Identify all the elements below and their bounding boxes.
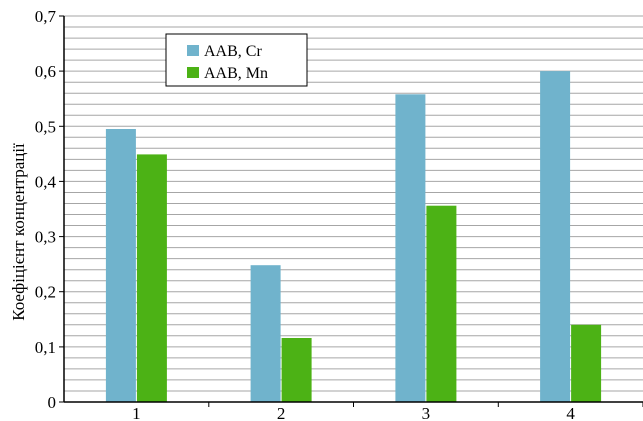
bar-aab-cr-1: [105, 129, 136, 402]
x-tick-labels: 1 2 3 4: [132, 404, 575, 421]
y-axis-label: Коефіцієнт концентрації: [9, 143, 28, 321]
x-tick-label: 1: [132, 404, 141, 421]
legend-swatch-aab-cr: [187, 45, 199, 56]
axes: [59, 15, 643, 407]
x-tick-label: 3: [422, 404, 431, 421]
y-tick-label: 0,3: [35, 228, 56, 247]
legend: ААВ, Cr ААВ, Mn: [165, 33, 308, 87]
bar-aab-cr-3: [395, 94, 426, 403]
bar-aab-mn-4: [571, 324, 602, 402]
y-tick-labels: 0 0,1 0,2 0,3 0,4 0,5 0,6 0,7: [35, 7, 57, 412]
y-tick-label: 0,2: [35, 283, 56, 302]
y-tick-label: 0: [48, 393, 57, 412]
legend-label-aab-mn: ААВ, Mn: [204, 65, 268, 82]
y-tick-label: 0,1: [35, 338, 56, 357]
y-tick-label: 0,6: [35, 62, 56, 81]
bar-aab-cr-2: [250, 265, 281, 402]
x-tick-label: 4: [566, 404, 575, 421]
bar-aab-mn-1: [136, 154, 167, 402]
y-tick-label: 0,4: [35, 172, 57, 191]
legend-swatch-aab-mn: [187, 67, 199, 78]
y-tick-label: 0,5: [35, 117, 56, 136]
y-tick-label: 0,7: [35, 7, 57, 26]
x-tick-label: 2: [277, 404, 286, 421]
bar-aab-mn-2: [281, 338, 312, 402]
bar-aab-cr-4: [540, 71, 571, 402]
bar-aab-mn-3: [426, 205, 457, 402]
legend-label-aab-cr: ААВ, Cr: [204, 43, 262, 60]
bars: [105, 71, 602, 403]
